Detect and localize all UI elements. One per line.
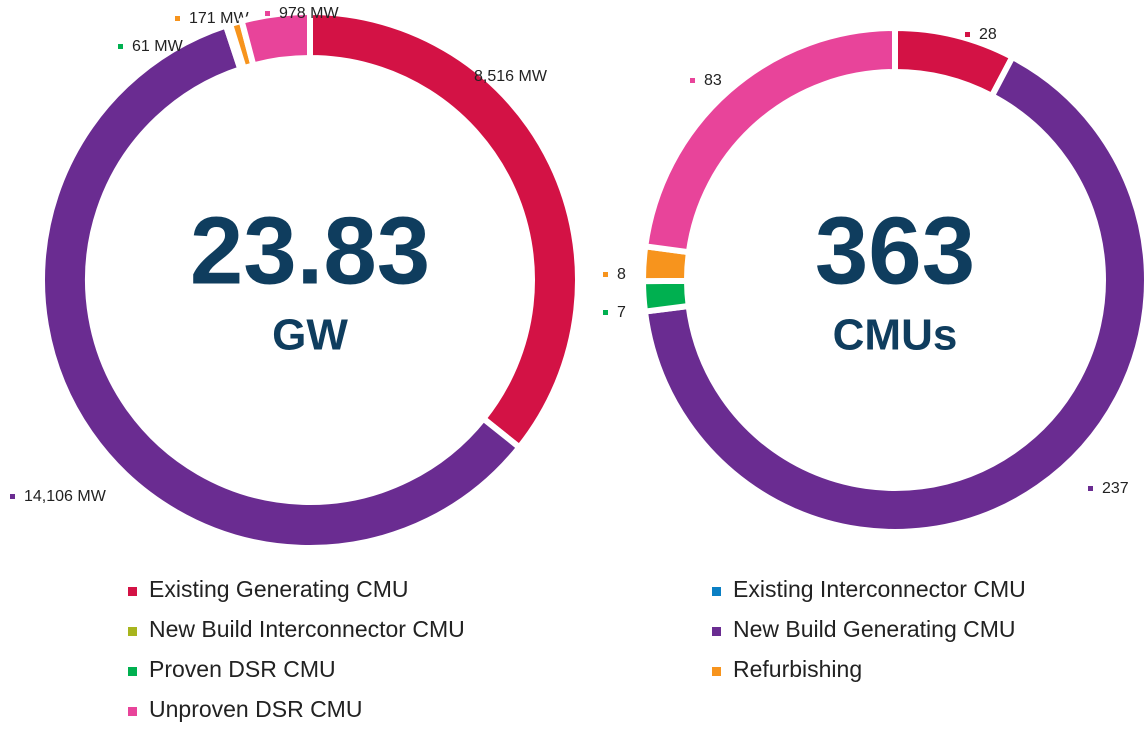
data-label: 8,516 MW (474, 68, 548, 85)
donut-segment (237, 8, 313, 70)
donut-segment (639, 277, 692, 315)
label-marker (10, 494, 15, 499)
legend-swatch (712, 627, 721, 636)
legend-label: Proven DSR CMU (149, 656, 336, 682)
label-marker (1088, 486, 1093, 491)
label-marker (175, 16, 180, 21)
legend-swatch (128, 587, 137, 596)
data-label: 237 (1102, 480, 1129, 497)
data-label: 61 MW (132, 38, 184, 55)
data-label: 978 MW (279, 5, 339, 22)
label-marker (460, 74, 465, 79)
legend-label: New Build Interconnector CMU (149, 616, 465, 642)
legend-swatch (712, 667, 721, 676)
label-marker (965, 32, 970, 37)
label-marker (690, 78, 695, 83)
data-label: 14,106 MW (24, 488, 107, 505)
center-unit: CMUs (833, 311, 958, 360)
label-marker (265, 11, 270, 16)
legend-label: Unproven DSR CMU (149, 696, 362, 722)
label-marker (603, 310, 608, 315)
legend-label: Existing Interconnector CMU (733, 576, 1026, 602)
legend-swatch (128, 707, 137, 716)
legend-swatch (712, 587, 721, 596)
label-marker (118, 44, 123, 49)
data-label: 83 (704, 72, 722, 89)
donut-segment (641, 24, 898, 256)
data-label: 28 (979, 26, 997, 43)
data-label: 171 MW (189, 10, 249, 27)
center-value: 363 (815, 197, 975, 304)
legend-swatch (128, 667, 137, 676)
center-unit: GW (272, 311, 348, 360)
data-label: 8 (617, 266, 626, 283)
legend-label: New Build Generating CMU (733, 616, 1016, 642)
center-value: 23.83 (190, 197, 430, 304)
legend-label: Refurbishing (733, 656, 862, 682)
donut-segment (39, 21, 524, 551)
donut-segment (641, 52, 1146, 535)
legend-swatch (128, 627, 137, 636)
label-marker (603, 272, 608, 277)
legend-label: Existing Generating CMU (149, 576, 409, 602)
data-label: 7 (617, 304, 626, 321)
